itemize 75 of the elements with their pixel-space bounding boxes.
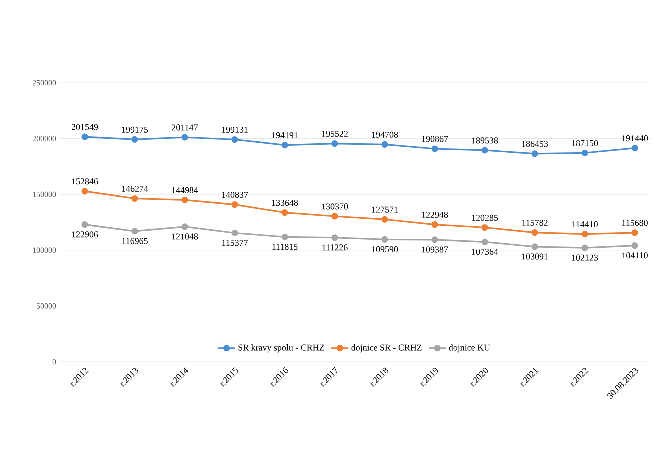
data-label: 152846 (72, 178, 98, 185)
data-label: 199131 (222, 126, 248, 133)
data-label: 187150 (572, 140, 598, 146)
point (232, 136, 238, 144)
data-label: 191440 (622, 136, 648, 142)
point (332, 234, 338, 242)
point (132, 228, 138, 235)
data-label: 115377 (222, 240, 248, 246)
data-label: 133648 (272, 200, 298, 206)
data-label: 194191 (272, 132, 298, 139)
data-label: 115680 (622, 220, 648, 226)
data-label: 116965 (122, 238, 148, 244)
data-label: 186453 (522, 141, 548, 148)
point (632, 145, 638, 152)
data-label: 144984 (172, 187, 198, 194)
data-label: 146274 (122, 186, 148, 192)
data-label: 109387 (422, 246, 448, 253)
point (232, 202, 238, 208)
data-label: 130370 (322, 204, 348, 210)
data-label: 189538 (472, 138, 498, 144)
data-label: 201549 (72, 124, 98, 130)
point (482, 224, 488, 232)
point (582, 150, 588, 156)
data-label: 127571 (372, 206, 398, 213)
point (182, 134, 188, 141)
data-label: 109590 (372, 246, 398, 253)
data-label: 104110 (622, 252, 648, 259)
point (282, 234, 288, 241)
data-label: 115782 (522, 220, 548, 226)
point (532, 150, 538, 158)
point (82, 134, 88, 140)
point (532, 229, 538, 236)
data-label: 140837 (222, 192, 248, 198)
point (482, 147, 488, 154)
point (582, 244, 588, 252)
data-label: 111815 (272, 244, 298, 250)
data-label: 114410 (572, 221, 598, 228)
point (432, 221, 438, 228)
point (132, 195, 138, 202)
data-label: 190867 (422, 136, 448, 142)
point (382, 236, 388, 243)
point (632, 230, 638, 236)
point (282, 210, 288, 216)
point (282, 142, 288, 149)
data-label: 194708 (372, 132, 398, 138)
data-label: 199175 (122, 126, 148, 133)
data-label: 107364 (472, 248, 498, 256)
data-label: 121048 (172, 234, 198, 240)
point (132, 136, 138, 144)
data-label: 122906 (72, 232, 98, 238)
point (232, 230, 238, 237)
legend-label: dojnice SR - CRHZ (352, 344, 422, 353)
point (582, 231, 588, 238)
point (432, 236, 438, 244)
point (382, 216, 388, 223)
point (382, 141, 388, 148)
data-label: 111226 (322, 244, 348, 251)
point (182, 196, 188, 204)
point (332, 213, 338, 220)
data-label: 102123 (572, 254, 598, 261)
point (332, 140, 338, 148)
point (82, 222, 88, 228)
point (432, 146, 438, 152)
point (482, 238, 488, 246)
data-label: 120285 (472, 214, 498, 221)
legend-label: dojnice KU (449, 344, 490, 353)
point (632, 242, 638, 250)
data-label: 201147 (172, 124, 198, 131)
point (182, 224, 188, 230)
data-label: 122948 (422, 212, 448, 218)
point (532, 244, 538, 250)
legend-label: SR kravy spolu - CRHZ (238, 344, 324, 353)
point (82, 188, 88, 195)
data-label: 103091 (522, 254, 548, 260)
data-label: 195522 (322, 130, 348, 138)
